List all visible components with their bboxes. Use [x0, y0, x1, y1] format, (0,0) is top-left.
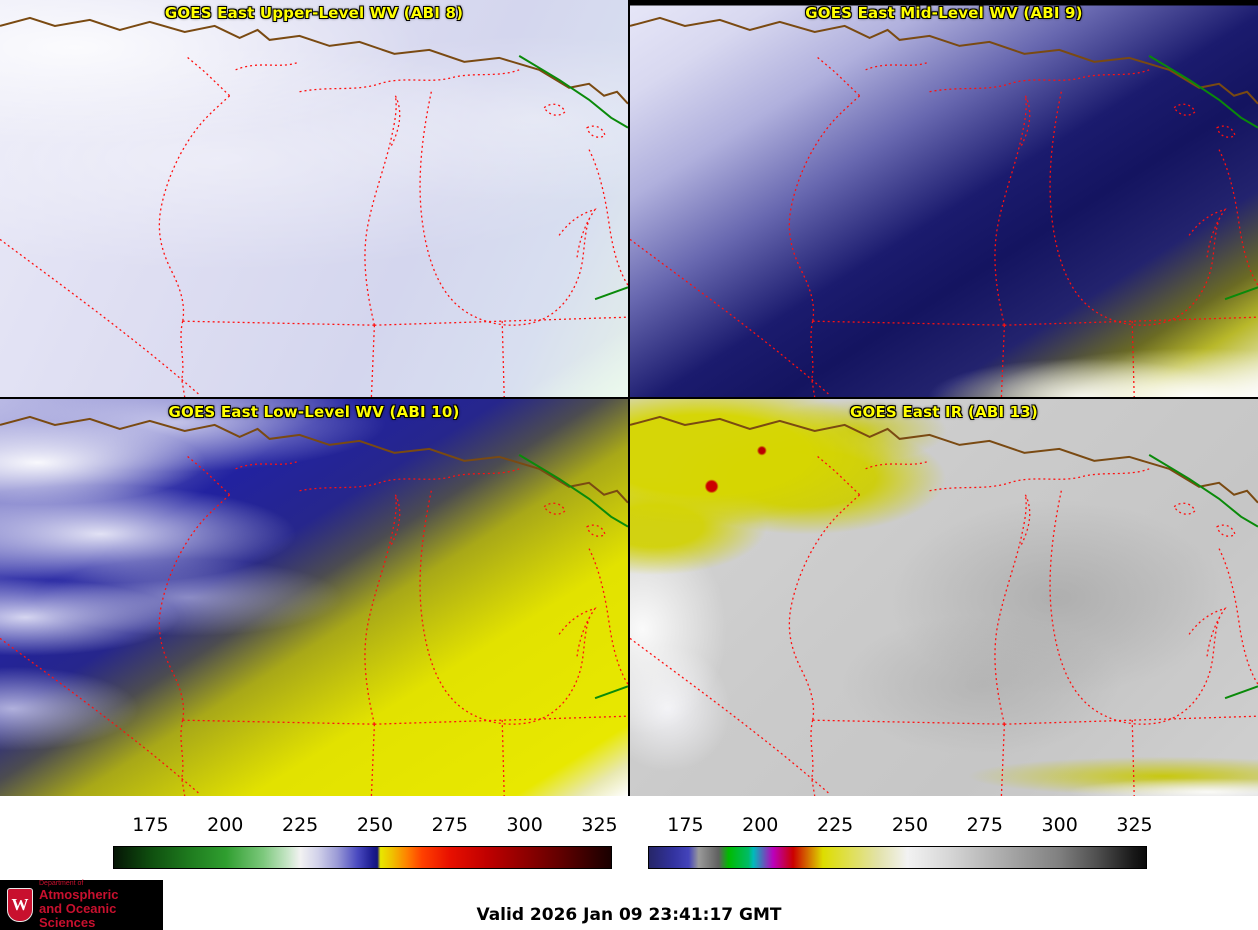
satellite-panel-grid: GOES East Upper-Level WV (ABI 8) GOES Ea… — [0, 0, 1258, 796]
footer: W Department of Atmospheric and Oceanic … — [0, 880, 1258, 930]
map-overlay — [630, 16, 1258, 397]
satellite-imagery-abi13 — [630, 399, 1258, 796]
satellite-imagery-abi9 — [630, 0, 1258, 397]
colorbar-tick-325: 325 — [1116, 814, 1153, 836]
colorbar-tick-275: 275 — [431, 814, 468, 836]
colorbar-tick-225: 225 — [281, 814, 319, 836]
colorbar-tick-175: 175 — [667, 814, 704, 836]
uw-crest-icon: W — [7, 888, 33, 922]
colorbar-tick-325: 325 — [581, 814, 618, 836]
valid-time-caption: Valid 2026 Jan 09 23:41:17 GMT — [476, 905, 782, 925]
panel-mid-level-wv: GOES East Mid-Level WV (ABI 9) — [630, 0, 1258, 397]
wv-colorbar — [113, 846, 612, 869]
logo-department-label: Department of — [39, 880, 84, 888]
wv-colorbar-group: 175 200 225 250 275 300 325 — [113, 796, 618, 880]
ir-colorbar — [648, 846, 1147, 869]
panel-title-abi13: GOES East IR (ABI 13) — [849, 403, 1038, 421]
colorbar-tick-300: 300 — [1041, 814, 1078, 836]
colorbar-tick-200: 200 — [207, 814, 244, 836]
panel-ir: GOES East IR (ABI 13) — [630, 399, 1258, 796]
map-overlay — [0, 415, 628, 796]
colorbar-tick-225: 225 — [816, 814, 854, 836]
colorbar-tick-250: 250 — [891, 814, 929, 836]
panel-title-abi9: GOES East Mid-Level WV (ABI 9) — [805, 4, 1083, 22]
logo-atmospheric-label: Atmospheric — [39, 886, 119, 902]
map-overlay — [0, 16, 628, 397]
colorbar-tick-200: 200 — [742, 814, 779, 836]
ir-colorbar-group: 175 200 225 250 275 300 325 — [648, 796, 1153, 880]
colorbar-tick-300: 300 — [506, 814, 543, 836]
ir-colorbar-ticks: 175 200 225 250 275 300 325 — [648, 814, 1152, 838]
logo-text: Department of Atmospheric and Oceanic Sc… — [39, 880, 156, 930]
colorbar-tick-250: 250 — [356, 814, 394, 836]
wv-colorbar-ticks: 175 200 225 250 275 300 325 — [113, 814, 617, 838]
colorbar-row: 175 200 225 250 275 300 325 175 200 225 250 275 300… — [0, 796, 1258, 880]
colorbar-tick-175: 175 — [132, 814, 169, 836]
panel-title-abi8: GOES East Upper-Level WV (ABI 8) — [164, 4, 464, 22]
panel-upper-level-wv: GOES East Upper-Level WV (ABI 8) — [0, 0, 628, 397]
satellite-imagery-abi8 — [0, 0, 628, 397]
map-overlay — [630, 415, 1258, 796]
logo-oceanic-label: and Oceanic Sciences — [39, 900, 117, 930]
uw-aos-logo: W Department of Atmospheric and Oceanic … — [0, 880, 163, 930]
colorbar-tick-275: 275 — [966, 814, 1003, 836]
panel-low-level-wv: GOES East Low-Level WV (ABI 10) — [0, 399, 628, 796]
satellite-imagery-abi10 — [0, 399, 628, 796]
panel-title-abi10: GOES East Low-Level WV (ABI 10) — [168, 403, 460, 421]
